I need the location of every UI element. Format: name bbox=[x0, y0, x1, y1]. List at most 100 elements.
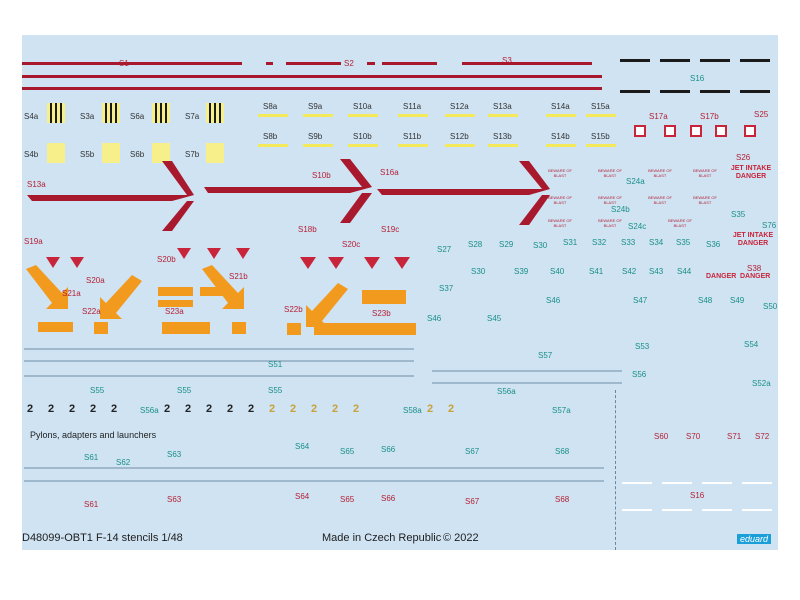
yellow-line bbox=[348, 114, 378, 117]
label-s8a: S8a bbox=[263, 102, 278, 111]
yellow-line bbox=[546, 114, 576, 117]
label-s28: S28 bbox=[468, 240, 483, 249]
label-s65b: S65 bbox=[340, 495, 355, 504]
label-s43: S43 bbox=[649, 267, 664, 276]
striped-box bbox=[102, 103, 120, 123]
digit-two: 2 bbox=[311, 403, 318, 415]
label-s20a: S20a bbox=[86, 276, 105, 285]
yellow-line bbox=[445, 114, 475, 117]
beware-stencil: BEWARE OF BLAST bbox=[693, 168, 717, 178]
red-arrow-3 bbox=[204, 159, 372, 193]
red-triangle bbox=[394, 257, 410, 269]
label-s40: S40 bbox=[550, 267, 565, 276]
label-s6a: S6a bbox=[130, 112, 145, 121]
digit-two: 2 bbox=[69, 403, 76, 415]
stripe-s1 bbox=[22, 62, 242, 65]
stripe-s2a bbox=[266, 62, 273, 65]
white-stripe bbox=[622, 509, 652, 511]
yellow-line bbox=[398, 114, 428, 117]
copyright-text: © 2022 bbox=[443, 532, 479, 544]
sheet-title: D48099-OBT1 F-14 stencils 1/48 bbox=[22, 532, 183, 544]
label-s65: S65 bbox=[340, 447, 355, 456]
danger-label: DANGER bbox=[740, 273, 771, 280]
label-s24b: S24b bbox=[611, 205, 630, 214]
label-s38: S38 bbox=[747, 264, 762, 273]
white-stripe bbox=[742, 482, 772, 484]
label-s20c: S20c bbox=[342, 240, 361, 249]
black-dash bbox=[660, 90, 690, 93]
label-s57: S57 bbox=[538, 351, 553, 360]
yellow-line bbox=[258, 114, 288, 117]
beware-stencil: BEWARE OF BLAST bbox=[648, 195, 672, 205]
label-s61b: S61 bbox=[84, 500, 99, 509]
yellow-line bbox=[303, 144, 333, 147]
label-s56a-2: S56a bbox=[140, 406, 159, 415]
digit-two: 2 bbox=[185, 403, 192, 415]
label-s3a: S3a bbox=[80, 112, 95, 121]
label-s31: S31 bbox=[563, 238, 578, 247]
digit-two: 2 bbox=[427, 403, 434, 415]
orange-panel bbox=[38, 322, 73, 332]
label-s25: S25 bbox=[754, 110, 769, 119]
red-arrow-2 bbox=[27, 201, 194, 231]
label-s54: S54 bbox=[744, 340, 759, 349]
digit-two: 2 bbox=[290, 403, 297, 415]
digit-two: 2 bbox=[27, 403, 34, 415]
label-s67b: S67 bbox=[465, 497, 480, 506]
white-stripe bbox=[702, 509, 732, 511]
label-s21a: S21a bbox=[62, 289, 81, 298]
beware-stencil: BEWARE OF BLAST bbox=[668, 218, 692, 228]
orange-panel bbox=[94, 322, 108, 334]
label-s10b: S10b bbox=[353, 132, 372, 141]
yellow-line bbox=[398, 144, 428, 147]
stripe-s3b bbox=[462, 62, 592, 65]
white-stripe bbox=[662, 509, 692, 511]
label-s14a: S14a bbox=[551, 102, 570, 111]
warning-triangle bbox=[177, 248, 191, 259]
label-s15a: S15a bbox=[591, 102, 610, 111]
label-s17a: S17a bbox=[649, 112, 668, 121]
label-s35: S35 bbox=[731, 210, 746, 219]
black-dash bbox=[660, 59, 690, 62]
stripe-s3a bbox=[382, 62, 437, 65]
label-s4b: S4b bbox=[24, 150, 39, 159]
red-arrow-6 bbox=[377, 195, 550, 225]
warning-triangle bbox=[236, 248, 250, 259]
red-square bbox=[744, 125, 756, 137]
label-s27: S27 bbox=[437, 245, 452, 254]
yellow-box bbox=[206, 143, 224, 163]
beware-stencil: BEWARE OF BLAST bbox=[598, 218, 622, 228]
orange-panel bbox=[162, 322, 210, 334]
white-stripe bbox=[622, 482, 652, 484]
label-s10a: S10a bbox=[353, 102, 372, 111]
label-s36: S36 bbox=[706, 240, 721, 249]
label-s16c: S16 bbox=[690, 491, 705, 500]
stripe-long-2 bbox=[22, 87, 602, 90]
label-s53: S53 bbox=[635, 342, 650, 351]
beware-stencil: BEWARE OF BLAST bbox=[548, 168, 572, 178]
label-s5b: S5b bbox=[80, 150, 95, 159]
digit-two: 2 bbox=[248, 403, 255, 415]
label-s33: S33 bbox=[621, 238, 636, 247]
label-s61: S61 bbox=[84, 453, 99, 462]
label-s23b: S23b bbox=[372, 309, 391, 318]
label-s20b: S20b bbox=[157, 255, 176, 264]
stencil-row bbox=[24, 360, 414, 362]
made-in-text: Made in Czech Republic bbox=[322, 532, 442, 544]
orange-panel bbox=[200, 287, 230, 296]
digit-two: 2 bbox=[111, 403, 118, 415]
dotted-divider bbox=[615, 390, 616, 550]
stencil-row bbox=[24, 480, 604, 482]
label-s52a: S52a bbox=[752, 379, 771, 388]
digit-two: 2 bbox=[48, 403, 55, 415]
danger-label: DANGER bbox=[706, 273, 737, 280]
warning-triangle bbox=[70, 257, 84, 268]
red-square bbox=[634, 125, 646, 137]
orange-panel bbox=[314, 323, 364, 335]
label-s11b: S11b bbox=[403, 132, 422, 141]
black-dash bbox=[700, 59, 730, 62]
yellow-box bbox=[102, 143, 120, 163]
yellow-line bbox=[488, 114, 518, 117]
label-s14b: S14b bbox=[551, 132, 570, 141]
orange-arrow bbox=[26, 265, 68, 309]
